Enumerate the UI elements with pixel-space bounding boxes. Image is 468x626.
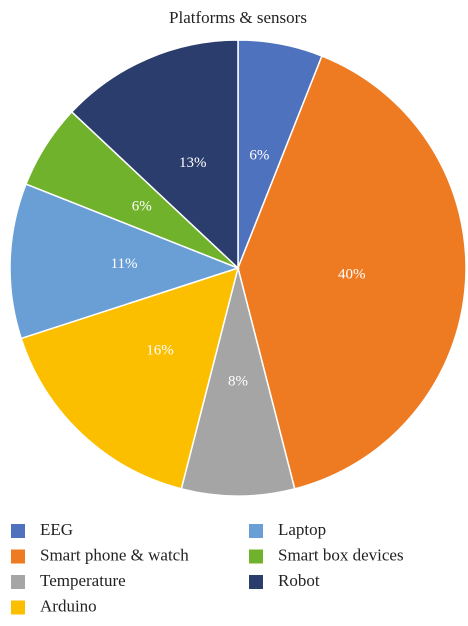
legend-label: Smart box devices bbox=[278, 545, 404, 564]
legend-label: Arduino bbox=[40, 596, 97, 615]
legend-swatch bbox=[249, 549, 263, 564]
legend-swatch bbox=[11, 524, 25, 538]
legend-swatch bbox=[11, 575, 25, 589]
slice-label: 8% bbox=[228, 373, 248, 389]
legend-label: Smart phone & watch bbox=[40, 545, 189, 564]
pie-slice bbox=[180, 267, 296, 497]
legend-swatch bbox=[11, 549, 25, 564]
legend-label: EEG bbox=[40, 520, 73, 539]
legend-swatch bbox=[249, 524, 263, 538]
legend-label: Robot bbox=[278, 571, 320, 590]
chart-title: Platforms & sensors bbox=[169, 8, 307, 27]
pie-slice bbox=[20, 266, 240, 490]
legend-swatch bbox=[11, 600, 25, 615]
slice-label: 40% bbox=[338, 267, 366, 283]
legend-swatch bbox=[249, 575, 263, 589]
slice-label: 16% bbox=[146, 343, 174, 359]
pie-slice bbox=[237, 55, 467, 490]
slice-label: 6% bbox=[132, 198, 152, 214]
pie-slice bbox=[70, 39, 239, 270]
pie-slice bbox=[9, 183, 241, 340]
legend-label: Temperature bbox=[40, 571, 126, 590]
legend-label: Laptop bbox=[278, 520, 326, 539]
slice-label: 11% bbox=[111, 256, 138, 272]
slice-label: 6% bbox=[249, 147, 269, 163]
slice-label: 13% bbox=[179, 155, 207, 171]
